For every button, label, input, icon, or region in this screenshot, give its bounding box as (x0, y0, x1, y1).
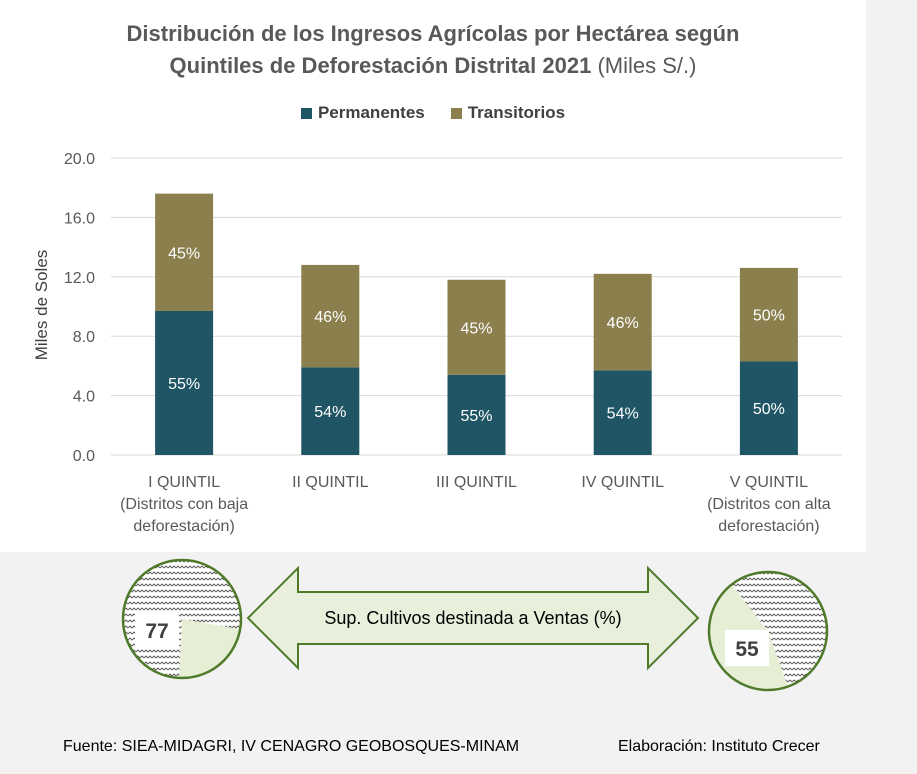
left-pie-value: 77 (145, 620, 168, 643)
arrow-label: Sup. Cultivos destinada a Ventas (%) (324, 608, 621, 628)
bar-permanentes (739, 361, 798, 455)
y-tick-label: 0.0 (73, 448, 95, 465)
y-tick-label: 16.0 (64, 210, 95, 227)
bar-permanentes (301, 367, 360, 455)
bar-data-label: 54% (314, 404, 346, 421)
chart-legend: Permanentes Transitorios (0, 103, 866, 123)
chart-panel (0, 0, 866, 552)
pie-slice-sales (122, 560, 241, 678)
bar-data-label: 46% (607, 315, 639, 332)
chart-title-line2: Quintiles de Deforestación Distrital 202… (0, 50, 866, 82)
bar-transitorios (593, 273, 652, 371)
right-pie-value-box (725, 630, 769, 666)
bar-data-label: 50% (753, 308, 785, 325)
legend-label-transitorios: Transitorios (467, 103, 566, 122)
bar-data-label: 46% (314, 309, 346, 326)
pie-border (707, 570, 829, 692)
bar-transitorios (447, 279, 506, 375)
chart-title-unit: (Miles S/.) (597, 53, 697, 78)
y-axis-label: Miles de Soles (32, 250, 51, 361)
bars: 55% 45% 54% 46% 55% 45% 54% 46% 50% 50% (155, 193, 798, 455)
bar-data-label: 50% (753, 401, 785, 418)
x-tick-label: IV QUINTIL (581, 474, 664, 491)
bar-data-label: 45% (460, 320, 492, 337)
bar-data-label: 54% (607, 406, 639, 423)
x-tick-label: V QUINTIL (730, 474, 808, 491)
bar-data-label: 45% (168, 245, 200, 262)
right-pie-value: 55 (735, 638, 759, 661)
legend-label-permanentes: Permanentes (317, 103, 425, 122)
bar-permanentes (155, 310, 214, 455)
y-tick-label: 4.0 (73, 389, 95, 406)
bar-permanentes (593, 370, 652, 455)
x-tick-label: (Distritos con baja (120, 496, 248, 513)
source-note: Fuente: SIEA-MIDAGRI, IV CENAGRO GEOBOSQ… (63, 738, 520, 755)
y-tick-labels: 0.0 4.0 8.0 12.0 16.0 20.0 (64, 151, 95, 465)
bar-transitorios (301, 264, 360, 368)
y-tick-label: 12.0 (64, 270, 95, 287)
x-tick-label: III QUINTIL (436, 474, 517, 491)
legend-item-transitorios: Transitorios (450, 103, 566, 123)
left-pie-chart (121, 558, 243, 680)
y-tick-label: 20.0 (64, 151, 95, 168)
x-tick-label: II QUINTIL (292, 474, 369, 491)
double-arrow (246, 565, 700, 671)
bar-data-label: 55% (168, 376, 200, 393)
y-tick-label: 8.0 (73, 329, 95, 346)
pie-slice-sales (731, 572, 827, 687)
x-category-labels: I QUINTIL (Distritos con baja deforestació… (120, 474, 831, 535)
bar-transitorios (739, 267, 798, 362)
x-tick-label: (Distritos con alta (707, 496, 831, 513)
bar-data-label: 55% (460, 408, 492, 425)
x-tick-label: deforestación) (718, 518, 819, 535)
credit-note: Elaboración: Instituto Crecer (618, 738, 820, 755)
x-tick-label: I QUINTIL (148, 474, 220, 491)
left-pie-value-box (135, 612, 179, 648)
legend-item-permanentes: Permanentes (300, 103, 425, 123)
x-tick-label: deforestación) (133, 518, 234, 535)
legend-swatch-permanentes (300, 107, 312, 119)
legend-swatch-transitorios (450, 107, 462, 119)
bar-permanentes (447, 374, 506, 455)
chart-title-line1: Distribución de los Ingresos Agrícolas p… (126, 21, 740, 46)
bar-transitorios (155, 193, 214, 311)
pie-border (121, 558, 243, 680)
chart-title-main: Quintiles de Deforestación Distrital 202… (169, 53, 592, 78)
